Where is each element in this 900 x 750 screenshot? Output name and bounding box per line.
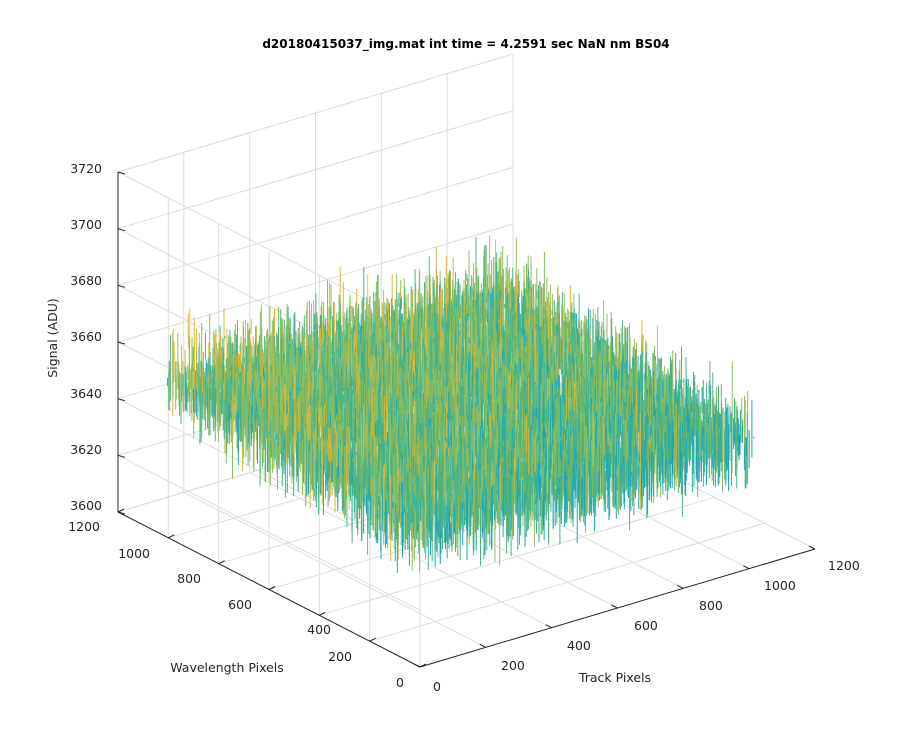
x-tick-mark xyxy=(546,625,552,628)
x-tick-mark xyxy=(480,644,486,647)
x-tick-mark xyxy=(743,566,749,569)
x-tick-mark xyxy=(809,546,815,549)
surface-plot xyxy=(168,235,754,573)
x-tick-mark xyxy=(414,664,420,667)
x-tick-mark xyxy=(612,605,618,608)
x-tick-mark xyxy=(677,585,683,588)
